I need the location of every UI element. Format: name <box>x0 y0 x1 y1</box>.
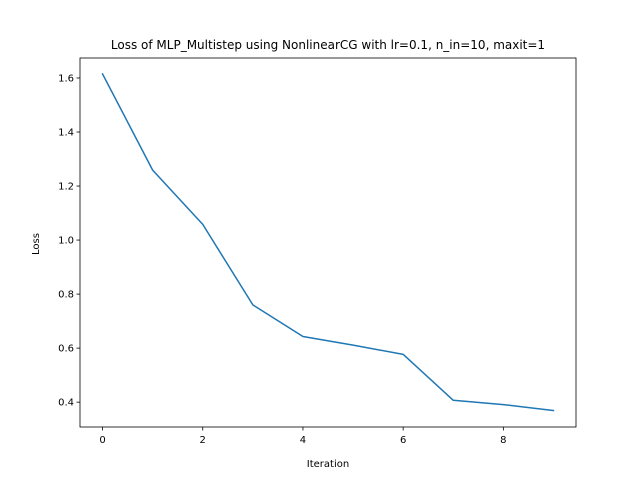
y-tick-label-1.2: 1.2 <box>58 182 74 193</box>
x-tick-label-6: 6 <box>400 435 406 446</box>
chart-title: Loss of MLP_Multistep using NonlinearCG … <box>111 38 545 52</box>
x-tick-label-2: 2 <box>200 435 206 446</box>
axes: 0 2 4 6 8 0.4 0.6 0.8 1.0 1.2 1.4 1.6 <box>58 57 577 446</box>
y-tick-label-1: 1.0 <box>58 236 74 247</box>
plot-area <box>101 72 555 412</box>
axes-frame <box>79 57 577 428</box>
x-tick-label-4: 4 <box>300 435 306 446</box>
y-tick-label-1.4: 1.4 <box>58 128 74 139</box>
x-tick-label-0: 0 <box>99 435 105 446</box>
series-line-0 <box>101 72 555 412</box>
x-tick-label-8: 8 <box>500 435 506 446</box>
y-tick-label-0.6: 0.6 <box>58 344 74 355</box>
y-tick-label-0.8: 0.8 <box>58 290 74 301</box>
x-axis-label: Iteration <box>307 459 349 470</box>
y-axis-label: Loss <box>31 233 42 255</box>
y-tick-label-1.6: 1.6 <box>58 73 74 84</box>
y-tick-label-0.4: 0.4 <box>58 398 74 409</box>
